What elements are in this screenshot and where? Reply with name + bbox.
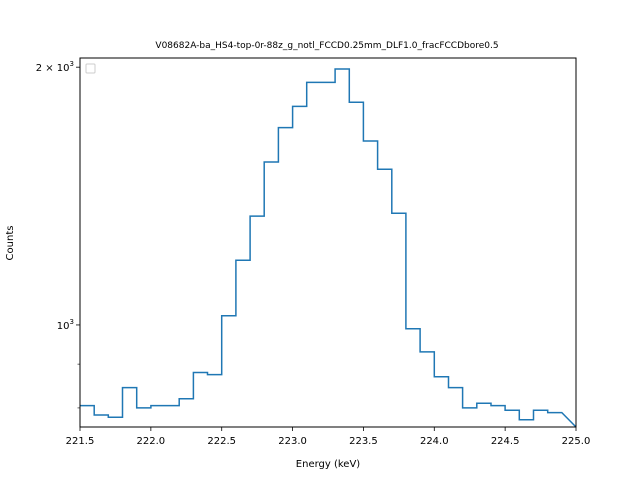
plot-frame xyxy=(79,57,577,428)
y-tick-label: 2 × 103 xyxy=(36,60,74,74)
plot-area xyxy=(80,68,577,428)
x-tick-label: 222.5 xyxy=(207,436,236,447)
histogram-line xyxy=(80,68,577,428)
x-tick-label: 221.5 xyxy=(66,436,95,447)
x-axis: 221.5 222.0 222.5 223.0 223.5 224.0 224.5 225.0 xyxy=(66,427,591,447)
chart-title: V08682A-ba_HS4-top-0r-88z_g_notl_FCCD0.2… xyxy=(155,41,498,51)
y-tick-label: 103 xyxy=(57,318,74,332)
y-axis-label: Counts xyxy=(5,226,16,261)
x-tick-label: 223.5 xyxy=(349,436,378,447)
x-tick-label: 223.0 xyxy=(278,436,307,447)
x-tick-label: 224.5 xyxy=(491,436,520,447)
x-axis-label: Energy (keV) xyxy=(296,459,361,470)
y-axis: 103 2 × 103 xyxy=(36,60,80,409)
x-tick-label: 224.0 xyxy=(420,436,449,447)
x-tick-label: 225.0 xyxy=(562,436,591,447)
x-tick-label: 222.0 xyxy=(137,436,166,447)
legend-box xyxy=(85,63,96,74)
